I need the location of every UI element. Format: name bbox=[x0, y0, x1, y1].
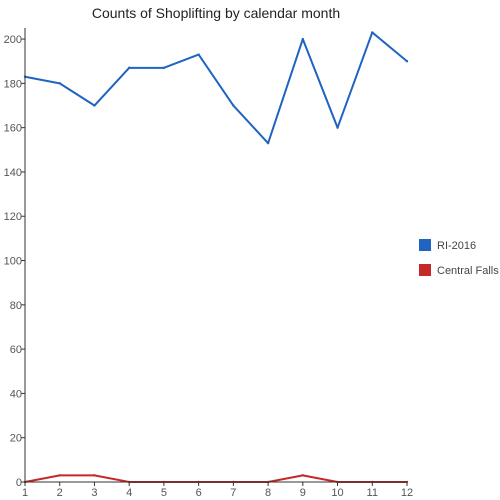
data-point bbox=[301, 37, 305, 41]
y-tick-label: 180 bbox=[4, 78, 22, 90]
y-tick-label: 100 bbox=[4, 256, 22, 268]
legend-label: RI-2016 bbox=[437, 240, 476, 252]
y-tick-label: 20 bbox=[10, 433, 22, 445]
legend-swatch bbox=[419, 264, 431, 276]
y-tick-label: 140 bbox=[4, 167, 22, 179]
x-tick-label: 7 bbox=[230, 487, 236, 499]
data-point bbox=[58, 474, 61, 477]
x-tick-label: 8 bbox=[265, 487, 271, 499]
series-line-0 bbox=[24, 31, 408, 145]
legend-item[interactable]: RI-2016 bbox=[419, 239, 476, 252]
y-tick-label: 40 bbox=[10, 388, 22, 400]
data-point bbox=[405, 60, 409, 63]
data-point bbox=[127, 66, 131, 70]
y-tick-labels: 0 20 40 60 80 100 120 140 160 180 200 bbox=[4, 34, 25, 489]
data-point bbox=[197, 53, 200, 56]
series-layer bbox=[23, 31, 409, 484]
data-point bbox=[58, 82, 61, 85]
x-tick-label: 9 bbox=[300, 487, 306, 499]
x-tick-label: 1 bbox=[22, 487, 28, 499]
legend-label: Central Falls bbox=[437, 265, 499, 277]
axes-layer bbox=[24, 28, 407, 483]
y-tick-label: 160 bbox=[4, 123, 22, 135]
x-tick-label: 12 bbox=[401, 487, 413, 499]
data-point bbox=[93, 474, 96, 477]
x-tick-label: 10 bbox=[331, 487, 343, 499]
x-tick-label: 4 bbox=[126, 487, 132, 499]
x-tick-label: 11 bbox=[367, 487, 378, 499]
legend-swatch bbox=[419, 239, 431, 251]
series-line-1 bbox=[24, 474, 408, 483]
data-point bbox=[301, 474, 305, 477]
y-tick-label: 200 bbox=[4, 34, 22, 46]
data-point bbox=[232, 104, 235, 107]
legend[interactable]: RI-2016 Central Falls bbox=[419, 239, 499, 277]
data-point bbox=[336, 126, 339, 129]
data-point bbox=[371, 31, 374, 34]
chart-title: Counts of Shoplifting by calendar month bbox=[92, 5, 340, 21]
y-tick-label: 80 bbox=[10, 300, 22, 312]
data-point bbox=[162, 66, 166, 70]
y-tick-label: 0 bbox=[16, 477, 22, 489]
data-point bbox=[93, 104, 96, 107]
data-point bbox=[266, 141, 270, 145]
x-tick-label: 5 bbox=[161, 487, 167, 499]
x-tick-label: 6 bbox=[196, 487, 202, 499]
x-tick-label: 2 bbox=[57, 487, 63, 499]
x-tick-label: 3 bbox=[91, 487, 97, 499]
y-tick-label: 120 bbox=[4, 211, 22, 223]
y-tick-label: 60 bbox=[10, 344, 22, 356]
x-tick-labels: 1 2 3 4 5 6 7 8 9 10 11 12 bbox=[22, 482, 413, 499]
legend-item[interactable]: Central Falls bbox=[419, 264, 499, 277]
